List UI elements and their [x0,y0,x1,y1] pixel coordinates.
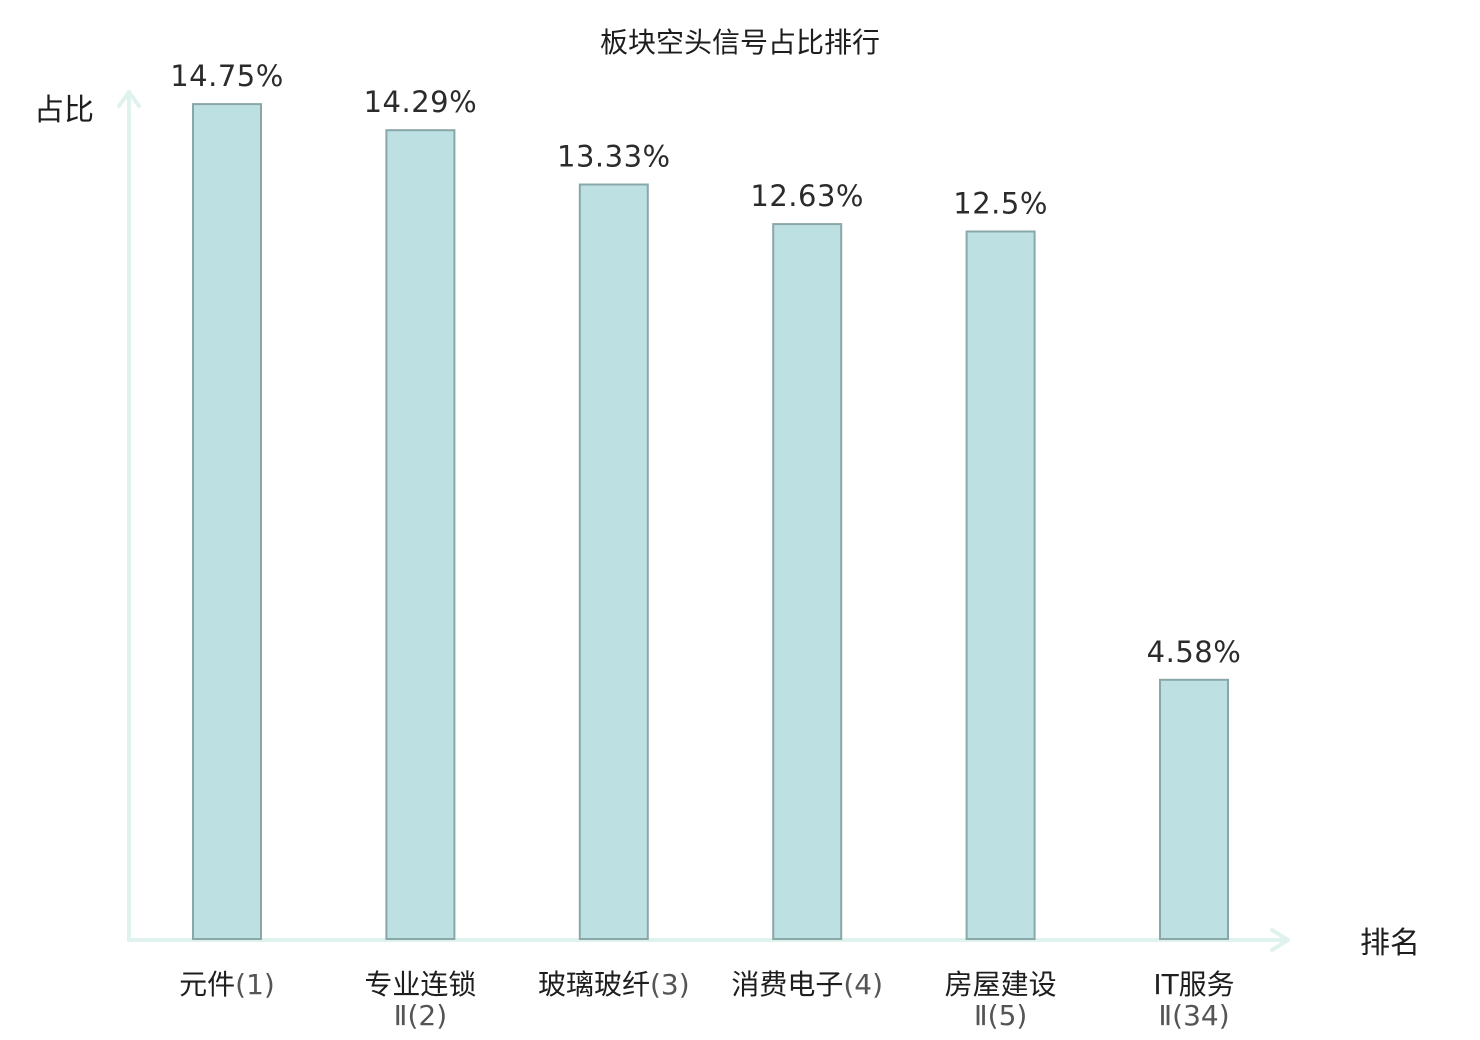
category-name-suffix: Ⅱ [394,999,408,1032]
category-name-suffix: Ⅱ [974,999,988,1032]
bars-group [192,103,1229,941]
category-name: 玻璃玻纤 [538,968,650,1001]
axes [117,90,1290,952]
category-label: 房屋建设 [945,968,1057,1001]
category-label: 专业连锁 [364,968,476,1001]
category-label-line2: Ⅱ(5) [974,999,1027,1032]
category-label: 消费电子(4) [731,968,883,1001]
category-name: 消费电子 [731,968,843,1001]
chart-title: 板块空头信号占比排行 [600,26,880,59]
category-rank: (2) [407,999,447,1032]
category-rank: (4) [843,968,883,1001]
bar [965,230,1036,940]
category-rank: (34) [1172,999,1229,1032]
value-label: 12.5% [953,187,1048,221]
category-label-line2: Ⅱ(2) [394,999,447,1032]
y-axis-label: 占比 [34,93,94,128]
category-rank: (1) [235,968,275,1001]
value-labels-group: 14.75% 14.29% 13.33% 12.63% 12.5% 4.58% [170,59,1241,669]
category-label: 玻璃玻纤(3) [538,968,690,1001]
category-name: IT服务 [1153,968,1234,1001]
category-rank: (3) [650,968,690,1001]
category-name: 专业连锁 [364,968,476,1001]
category-name: 房屋建设 [945,968,1057,1001]
bar [772,223,843,941]
bar [385,129,456,940]
y-axis-arrow-icon [117,90,141,108]
x-axis-arrow-icon [1270,928,1290,952]
category-label: 元件(1) [179,968,275,1001]
value-label: 4.58% [1147,635,1242,669]
bar [192,103,262,941]
x-axis-label: 排名 [1360,926,1420,961]
bar [1159,678,1229,940]
category-name: 元件 [179,968,235,1001]
value-label: 14.75% [170,59,284,93]
value-label: 12.63% [750,179,864,213]
category-name-suffix: Ⅱ [1158,999,1172,1032]
value-label: 14.29% [364,85,478,119]
value-label: 13.33% [557,140,671,174]
category-label: IT服务 [1153,968,1234,1001]
category-label-line2: Ⅱ(34) [1158,999,1229,1032]
bar [578,183,649,940]
category-rank: (5) [988,999,1028,1032]
